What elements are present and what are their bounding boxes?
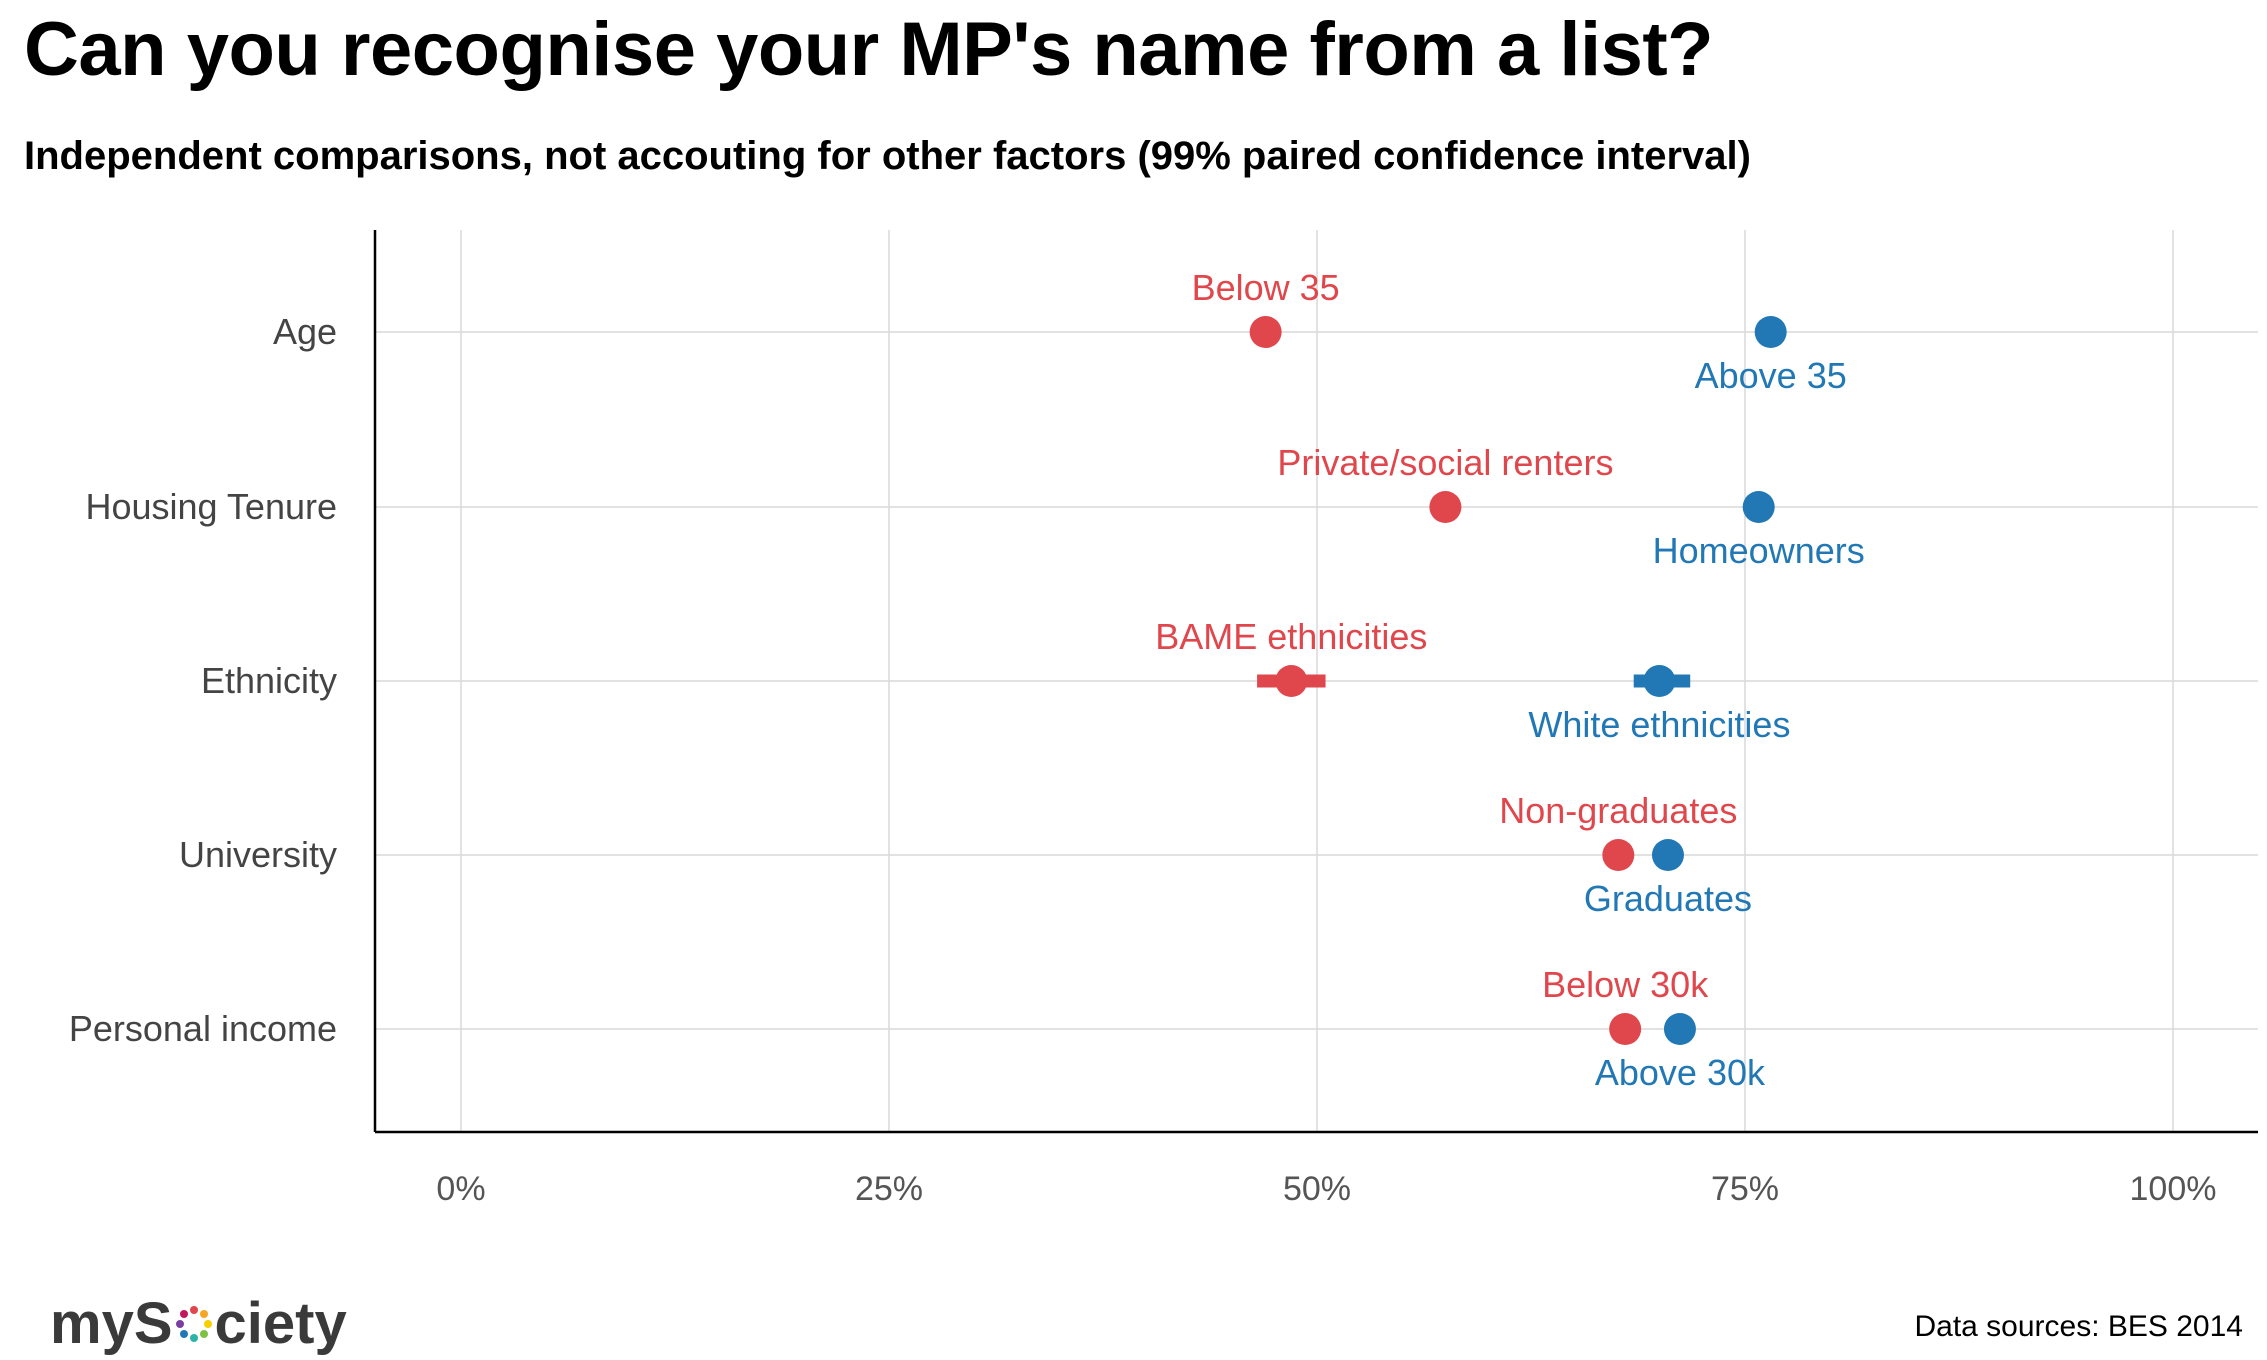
data-label: Private/social renters — [1277, 442, 1613, 483]
x-tick-label: 25% — [855, 1170, 923, 1208]
data-point — [1663, 1013, 1696, 1045]
data-label: Non-graduates — [1499, 790, 1737, 831]
y-tick-label: Age — [273, 311, 337, 352]
y-tick-label: Housing Tenure — [85, 486, 337, 527]
x-tick-label: 0% — [436, 1170, 485, 1208]
chart-subtitle: Independent comparisons, not accouting f… — [24, 134, 1751, 178]
y-tick-label: University — [179, 834, 337, 875]
x-tick-label: 75% — [1711, 1170, 1779, 1208]
data-point — [1609, 1013, 1642, 1045]
logo-text-suffix: ciety — [214, 1291, 347, 1356]
data-point — [1249, 316, 1282, 348]
data-point — [1643, 665, 1676, 697]
logo-text-prefix: myS — [50, 1291, 173, 1356]
data-label: Below 30k — [1542, 964, 1709, 1005]
data-point — [1651, 839, 1684, 871]
data-label: Graduates — [1584, 878, 1752, 919]
data-point — [1275, 665, 1308, 697]
data-label: White ethnicities — [1528, 704, 1790, 745]
data-point — [1429, 491, 1462, 523]
data-point — [1754, 316, 1787, 348]
mysociety-logo: myS ciety — [50, 1290, 347, 1357]
y-tick-label: Personal income — [69, 1008, 337, 1049]
data-point — [1742, 491, 1775, 523]
chart-title: Can you recognise your MP's name from a … — [24, 7, 1714, 92]
data-point — [1602, 839, 1635, 871]
x-tick-label: 50% — [1283, 1170, 1351, 1208]
x-tick-label: 100% — [2130, 1170, 2217, 1208]
data-label: BAME ethnicities — [1155, 616, 1427, 657]
y-tick-label: Ethnicity — [201, 660, 337, 701]
data-source-note: Data sources: BES 2014 — [1914, 1310, 2243, 1343]
mysociety-dots-icon — [175, 1305, 212, 1342]
data-label: Above 35 — [1695, 355, 1847, 396]
data-label: Below 35 — [1192, 267, 1340, 308]
data-label: Homeowners — [1653, 530, 1865, 571]
data-label: Above 30k — [1595, 1052, 1766, 1093]
